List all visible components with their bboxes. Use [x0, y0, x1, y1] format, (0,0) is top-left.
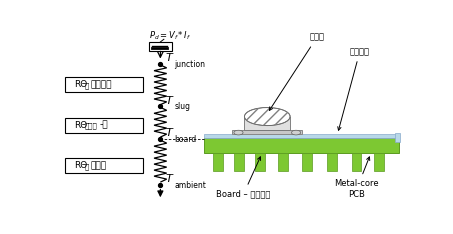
Bar [232, 130, 303, 134]
Bar [65, 77, 143, 92]
Bar [251, 127, 283, 130]
Text: $T$: $T$ [164, 126, 174, 138]
Text: $P_d = V_f * I_f$: $P_d = V_f * I_f$ [149, 30, 191, 42]
Text: board: board [174, 135, 197, 144]
Bar [213, 153, 223, 171]
Bar [204, 138, 399, 153]
Bar [65, 118, 143, 133]
Text: －环境: －环境 [91, 161, 107, 170]
Text: slug: slug [174, 102, 190, 111]
Text: -板: -板 [99, 121, 108, 130]
Text: 非导电层: 非导电层 [338, 47, 370, 130]
Ellipse shape [245, 108, 290, 126]
Bar [374, 153, 384, 171]
Text: $T$: $T$ [164, 172, 174, 184]
Circle shape [291, 130, 301, 135]
Text: Metal-core
PCB: Metal-core PCB [334, 157, 379, 198]
Bar [255, 153, 265, 171]
Bar [278, 153, 288, 171]
Bar [234, 153, 244, 171]
Text: 板: 板 [85, 163, 89, 170]
Bar [204, 134, 399, 138]
Bar [149, 42, 172, 51]
Text: 环氧板: 环氧板 [270, 33, 324, 110]
Circle shape [234, 130, 243, 135]
Text: －金属片: －金属片 [91, 80, 112, 89]
Bar [65, 158, 143, 173]
Text: $T$: $T$ [164, 51, 174, 63]
Text: 金属片: 金属片 [85, 123, 97, 129]
Bar [327, 153, 337, 171]
Bar [245, 117, 290, 130]
Text: RΘ: RΘ [74, 161, 87, 170]
Bar [352, 153, 361, 171]
Text: junction: junction [174, 60, 205, 69]
Text: RΘ: RΘ [74, 121, 87, 130]
Bar [302, 153, 312, 171]
Text: 结: 结 [85, 82, 89, 89]
Text: $T$: $T$ [164, 94, 174, 106]
Bar [395, 133, 400, 143]
Text: RΘ: RΘ [74, 80, 87, 89]
Text: Board – 散热接口: Board – 散热接口 [217, 157, 271, 198]
Text: ambient: ambient [174, 181, 206, 190]
